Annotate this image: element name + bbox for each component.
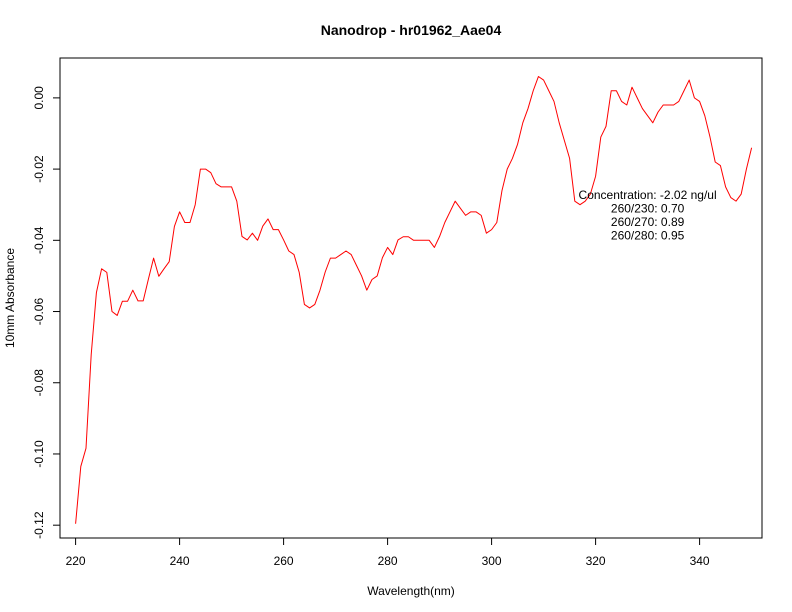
y-tick-label: -0.02 xyxy=(32,155,46,183)
y-tick-label: -0.12 xyxy=(32,511,46,539)
y-axis: 0.00 -0.02 -0.04 -0.06 -0.08 -0.10 -0.12 xyxy=(32,86,61,539)
y-tick-label: -0.10 xyxy=(32,440,46,468)
y-axis-label: 10mm Absorbance xyxy=(3,248,17,348)
plot-frame xyxy=(59,57,763,539)
x-tick-label: 240 xyxy=(170,554,190,568)
x-tick-label: 340 xyxy=(690,554,710,568)
annotation-text: Concentration: -2.02 ng/ul xyxy=(579,188,717,202)
x-tick-label: 220 xyxy=(66,554,86,568)
x-axis-label: Wavelength(nm) xyxy=(367,584,455,598)
x-tick-label: 280 xyxy=(378,554,398,568)
annotation-text: 260/230: 0.70 xyxy=(611,202,685,216)
annotation-text: 260/280: 0.95 xyxy=(611,229,685,243)
y-tick-label: 0.00 xyxy=(32,86,46,110)
y-tick-label: -0.06 xyxy=(32,298,46,326)
annotation-text: 260/270: 0.89 xyxy=(611,215,685,229)
x-tick-label: 260 xyxy=(274,554,294,568)
x-tick-label: 300 xyxy=(482,554,502,568)
chart-title: Nanodrop - hr01962_Aae04 xyxy=(321,22,502,38)
absorbance-series-line xyxy=(75,76,753,524)
series-layer xyxy=(75,76,753,524)
y-tick-label: -0.04 xyxy=(32,226,46,254)
y-tick-label: -0.08 xyxy=(32,369,46,397)
x-tick-label: 320 xyxy=(586,554,606,568)
x-axis: 220 240 260 280 300 320 340 xyxy=(66,537,710,568)
